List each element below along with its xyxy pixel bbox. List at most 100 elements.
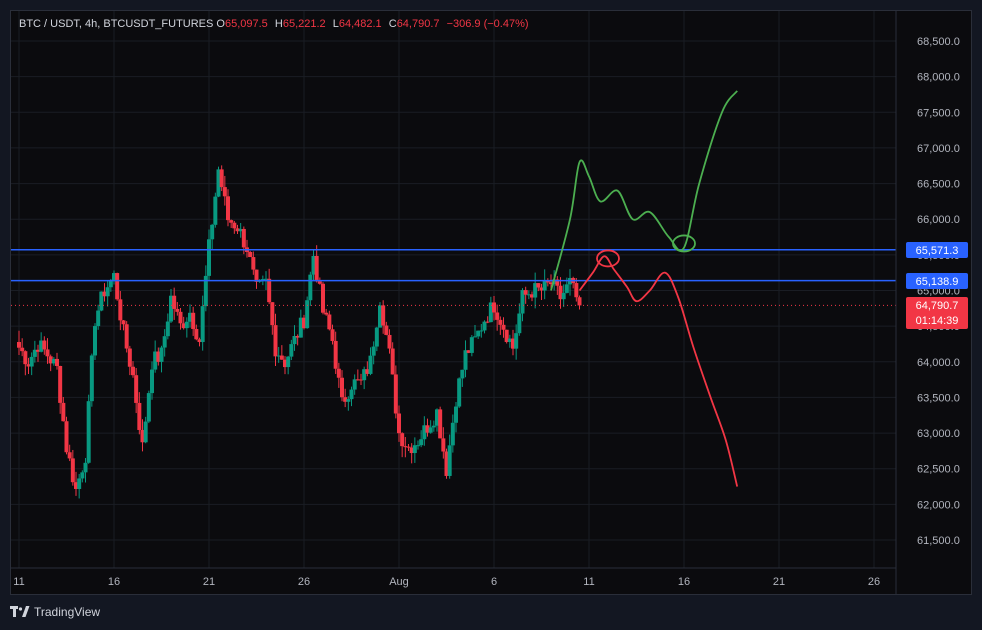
candle-body	[558, 285, 563, 300]
candle-body	[549, 282, 553, 285]
candle-body	[222, 187, 227, 197]
support-price-tag: 65,138.9	[916, 276, 959, 288]
candle-body	[564, 284, 569, 293]
candle-body	[305, 300, 310, 329]
chart-frame[interactable]: 61,500.0 62,000.0 62,500.0 63,000.0 63,500.0…	[10, 10, 972, 595]
close-value: 64,790.7	[396, 18, 440, 30]
candle-body	[238, 228, 243, 232]
candle-body	[545, 280, 550, 283]
y-tick-label: 61,500.0	[917, 535, 960, 547]
candle-body	[397, 413, 401, 434]
candle-body	[121, 320, 126, 325]
candle-body	[143, 421, 148, 443]
candle-body	[577, 297, 582, 306]
candle-body	[425, 425, 430, 433]
candle-body	[20, 347, 25, 352]
candle-body	[254, 269, 259, 282]
candle-body	[115, 273, 120, 300]
candle-body	[419, 439, 424, 446]
y-tick-label: 67,000.0	[917, 143, 960, 155]
candle-body	[371, 346, 376, 356]
candle-body	[162, 336, 167, 348]
symbol-legend: BTC / USDT, 4h, BTCUSDT_FUTURES O65,097.…	[19, 18, 533, 30]
candle-body	[134, 375, 139, 403]
candle-body	[42, 340, 47, 350]
candle-body	[298, 317, 303, 338]
candle-body	[74, 482, 78, 489]
candle-body	[482, 321, 487, 331]
candle-body	[29, 356, 34, 367]
y-tick-label: 66,000.0	[917, 214, 960, 226]
candle-body	[441, 438, 446, 452]
candle-body	[248, 251, 253, 258]
candle-body	[469, 337, 474, 353]
candle-body	[504, 329, 509, 342]
resistance-price-tag-bg	[906, 242, 968, 258]
candle-body	[99, 291, 104, 311]
x-tick-label: 16	[108, 576, 120, 588]
candle-body	[241, 228, 246, 248]
candle-body	[368, 355, 373, 374]
x-tick-label: 21	[773, 576, 785, 588]
candle-body	[435, 409, 439, 426]
candle-body	[454, 406, 458, 423]
candle-body	[520, 290, 525, 314]
low-value: 64,482.1	[338, 18, 382, 30]
projection-drawings[interactable]	[550, 90, 739, 487]
y-tick-label: 62,500.0	[917, 464, 960, 476]
candle-body	[102, 291, 107, 297]
candle-body	[384, 325, 389, 335]
candle-body	[286, 356, 291, 368]
candle-body	[526, 294, 531, 296]
candle-body	[276, 355, 281, 357]
candle-body	[460, 369, 465, 379]
candle-body	[89, 355, 94, 402]
candle-countdown: 01:14:39	[916, 315, 959, 327]
candle-body	[207, 239, 211, 276]
candle-body	[93, 326, 97, 356]
candle-body	[273, 325, 278, 357]
x-tick-label: 11	[13, 576, 24, 588]
candle-body	[476, 330, 481, 337]
candle-body	[45, 349, 50, 357]
horizontal-levels[interactable]	[11, 249, 896, 306]
low-label: L	[332, 18, 339, 30]
candle-body	[574, 283, 579, 298]
candle-body	[210, 224, 215, 240]
candle-body	[118, 299, 123, 321]
candle-body	[511, 338, 515, 349]
candle-body	[308, 274, 313, 301]
y-tick-label: 66,500.0	[917, 179, 960, 191]
candle-body	[343, 397, 348, 402]
candle-body	[165, 321, 170, 337]
symbol-title[interactable]: BTC / USDT, 4h, BTCUSDT_FUTURES	[19, 18, 214, 30]
support-price-tag-bg	[906, 273, 968, 289]
candlestick-chart[interactable]: 61,500.0 62,000.0 62,500.0 63,000.0 63,500.0…	[11, 11, 972, 595]
y-tick-label: 67,500.0	[917, 107, 960, 119]
candle-body	[514, 333, 519, 349]
tradingview-brand[interactable]: TradingView	[34, 605, 101, 619]
candle-body	[36, 349, 40, 352]
candle-body	[403, 446, 408, 448]
footer: TradingView	[10, 603, 100, 621]
candle-body	[387, 334, 392, 349]
candle-body	[336, 368, 341, 378]
candle-body	[77, 478, 82, 489]
x-tick-label: Aug	[389, 576, 409, 588]
candle-body	[26, 364, 31, 367]
candle-body	[292, 336, 297, 345]
candle-body	[156, 351, 161, 362]
candle-body	[542, 280, 547, 291]
candle-body	[137, 402, 142, 430]
candle-body	[523, 290, 528, 295]
bullish-scenario-path	[550, 90, 738, 291]
candle-body	[235, 228, 240, 232]
candle-body	[365, 369, 370, 374]
high-value: 65,221.2	[282, 18, 326, 30]
change-value: −306.9 (−0.47%)	[446, 18, 529, 30]
candle-body	[374, 327, 379, 347]
candle-body	[533, 283, 538, 298]
candle-body	[23, 351, 28, 365]
candle-body	[381, 305, 386, 326]
tradingview-logo-icon[interactable]	[10, 606, 30, 618]
